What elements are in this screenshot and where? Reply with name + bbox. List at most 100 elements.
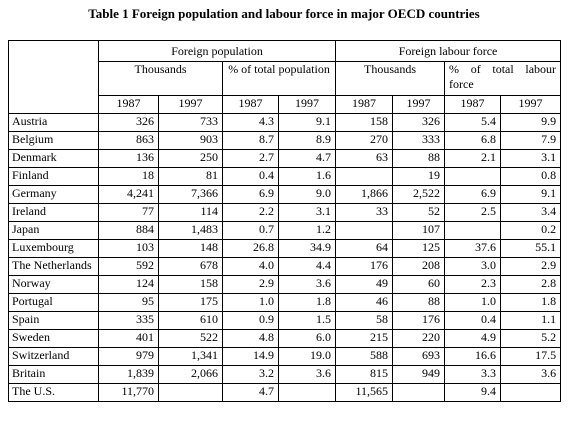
data-cell: 1.0 [222, 293, 279, 312]
data-cell: 1.0 [444, 293, 502, 312]
data-cell: 46 [335, 293, 394, 312]
data-cell: 34.9 [277, 239, 337, 258]
table-row: 1987 1997 1987 1997 1987 1997 1987 1997 [9, 95, 562, 114]
data-cell: 979 [98, 347, 159, 366]
data-cell: 0.8 [500, 167, 562, 186]
data-cell: 0.2 [500, 221, 562, 240]
data-cell: 88 [392, 293, 446, 312]
data-cell: 125 [392, 239, 446, 258]
data-cell [444, 167, 502, 186]
data-cell: 1,839 [98, 365, 159, 384]
data-cell: 58 [335, 311, 394, 330]
table-row: Britain 1,839 2,066 3.2 3.6 815 949 3.3 3.6 [8, 365, 562, 384]
data-cell: 8.9 [277, 131, 337, 150]
country-name: Ireland [8, 203, 99, 222]
country-name: Belgium [8, 131, 99, 150]
table-row: Norway 124 158 2.9 3.6 49 60 2.3 2.8 [8, 275, 562, 294]
table-row: Austria 326 733 4.3 9.1 158 326 5.4 9.9 [8, 113, 562, 132]
country-name: Austria [8, 113, 99, 132]
data-cell: 49 [335, 275, 394, 294]
data-cell: 37.6 [444, 239, 502, 258]
data-cell: 693 [392, 347, 446, 366]
data-cell: 3.0 [444, 257, 502, 276]
data-cell: 4.7 [222, 383, 279, 402]
data-cell: 60 [392, 275, 446, 294]
data-cell: 1.8 [277, 293, 337, 312]
data-cell: 2.8 [500, 275, 562, 294]
table-row: Thousands% of total population Thousands%… [9, 61, 562, 96]
year-header: 1987 [444, 95, 502, 114]
data-table: Foreign population Foreign labour force Th… [8, 40, 562, 402]
data-cell: 326 [392, 113, 446, 132]
table-row: Germany 4,241 7,366 6.9 9.0 1,866 2,522 6.9 9.1 [8, 185, 562, 204]
data-cell: 114 [158, 203, 223, 222]
country-name: Switzerland [8, 347, 99, 366]
data-cell: 9.9 [500, 113, 562, 132]
data-cell: 77 [98, 203, 159, 222]
data-cell: 2.7 [222, 149, 279, 168]
data-cell: 26.8 [222, 239, 279, 258]
table-row: The Netherlands 592 678 4.0 4.4 176 208 3.0 2.9 [8, 257, 562, 276]
data-cell: 176 [335, 257, 394, 276]
data-cell: 6.9 [444, 185, 502, 204]
data-cell: 148 [158, 239, 223, 258]
sub-header: Thousands [98, 61, 223, 96]
data-cell: 733 [158, 113, 223, 132]
data-cell: 18 [98, 167, 159, 186]
data-cell: 9.1 [500, 185, 562, 204]
data-cell: 9.0 [277, 185, 337, 204]
sub-header: Thousands [335, 61, 446, 96]
data-cell: 64 [335, 239, 394, 258]
data-cell: 19.0 [277, 347, 337, 366]
data-cell: 16.6 [444, 347, 502, 366]
country-name: Japan [8, 221, 99, 240]
data-cell: 3.1 [500, 149, 562, 168]
data-cell: 1.8 [500, 293, 562, 312]
data-cell: 9.4 [444, 383, 502, 402]
data-cell: 5.2 [500, 329, 562, 348]
table-title: Table 1 Foreign population and labour fo… [88, 6, 480, 21]
data-cell: 1.5 [277, 311, 337, 330]
sub-header: % of total population [221, 61, 337, 96]
table-row: Denmark 136 250 2.7 4.7 63 88 2.1 3.1 [8, 149, 562, 168]
data-cell: 220 [392, 329, 446, 348]
data-cell: 3.2 [222, 365, 279, 384]
table-row: Belgium 863 903 8.7 8.9 270 333 6.8 7.9 [8, 131, 562, 150]
table-row: Finland 18 81 0.4 1.6 19 0.8 [8, 167, 562, 186]
country-name: Luxembourg [8, 239, 99, 258]
data-cell: 14.9 [222, 347, 279, 366]
data-cell: 2.2 [222, 203, 279, 222]
country-name: Germany [8, 185, 99, 204]
data-cell: 17.5 [500, 347, 562, 366]
data-cell: 11,565 [335, 383, 394, 402]
data-cell: 4.9 [444, 329, 502, 348]
data-cell: 3.6 [277, 365, 337, 384]
data-cell: 588 [335, 347, 394, 366]
data-cell: 55.1 [500, 239, 562, 258]
data-cell: 1.1 [500, 311, 562, 330]
data-cell: 158 [158, 275, 223, 294]
data-cell: 4.0 [222, 257, 279, 276]
data-cell: 107 [392, 221, 446, 240]
table-row: Switzerland 979 1,341 14.9 19.0 588 693 16.6 17.… [8, 347, 562, 366]
data-cell: 815 [335, 365, 394, 384]
country-name: The Netherlands [8, 257, 99, 276]
data-cell [500, 383, 562, 402]
data-cell: 8.7 [222, 131, 279, 150]
data-cell: 5.4 [444, 113, 502, 132]
data-cell: 9.1 [277, 113, 337, 132]
data-cell: 863 [98, 131, 159, 150]
data-cell: 3.4 [500, 203, 562, 222]
table-row: Japan 884 1,483 0.7 1.2 107 0.2 [8, 221, 562, 240]
data-cell: 1,341 [158, 347, 223, 366]
data-cell: 2,066 [158, 365, 223, 384]
data-cell: 2.3 [444, 275, 502, 294]
data-cell: 0.4 [444, 311, 502, 330]
data-cell [392, 383, 446, 402]
country-name: The U.S. [8, 383, 99, 402]
data-cell: 2,522 [392, 185, 446, 204]
data-cell: 0.7 [222, 221, 279, 240]
table-row: Foreign population Foreign labour force [8, 40, 562, 114]
data-cell: 158 [335, 113, 394, 132]
